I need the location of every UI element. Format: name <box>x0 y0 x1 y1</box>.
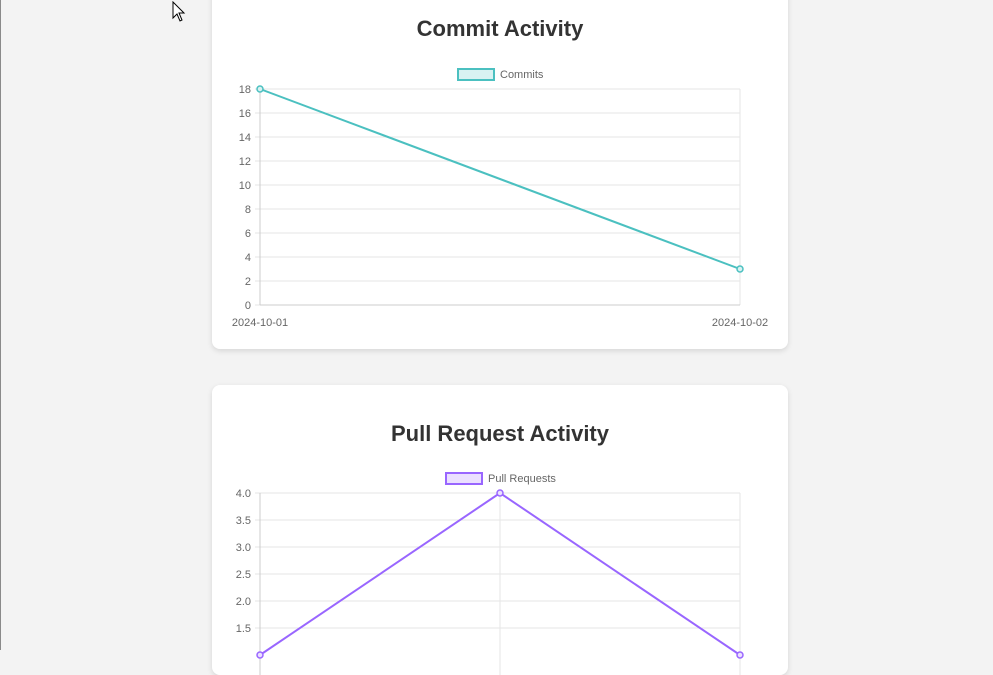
y-tick-label: 1.5 <box>236 623 251 635</box>
y-tick-label: 3.5 <box>236 515 251 527</box>
pull-request-activity-title: Pull Request Activity <box>390 421 609 446</box>
y-tick-label: 2.0 <box>236 596 251 608</box>
y-tick-label: 4 <box>245 252 251 264</box>
y-tick-label: 3.0 <box>236 542 251 554</box>
y-tick-label: 14 <box>239 132 251 144</box>
commit-activity-card: Commit Activity Commits 18 16 14 12 10 8 6 4 2 0 20… <box>212 0 788 349</box>
mouse-cursor-icon <box>172 1 186 22</box>
series-line <box>259 88 741 270</box>
data-point <box>496 489 504 497</box>
y-tick-label: 0 <box>245 300 251 312</box>
y-tick-label: 2.5 <box>236 569 251 581</box>
window-left-edge <box>0 0 1 650</box>
data-point <box>256 651 264 659</box>
y-tick-label: 10 <box>239 180 251 192</box>
legend-label: Commits <box>500 69 544 81</box>
pull-request-activity-card: Pull Request Activity Pull Requests 4.0 3.… <box>212 385 788 675</box>
legend-swatch <box>445 472 483 485</box>
x-tick-label: 2024-10-01 <box>232 317 288 329</box>
commit-activity-chart: Commits 18 16 14 12 10 8 6 4 2 0 2024-10-01 2024-10-… <box>232 68 768 329</box>
y-tick-label: 18 <box>239 84 251 96</box>
y-tick-label: 2 <box>245 276 251 288</box>
y-tick-label: 16 <box>239 108 251 120</box>
y-tick-label: 8 <box>245 204 251 216</box>
y-tick-label: 6 <box>245 228 251 240</box>
y-tick-label: 4.0 <box>236 488 251 500</box>
commit-activity-title: Commit Activity <box>416 16 584 41</box>
legend-swatch <box>457 68 495 81</box>
y-tick-label: 12 <box>239 156 251 168</box>
data-point <box>736 651 744 659</box>
data-point <box>736 265 744 273</box>
x-tick-label: 2024-10-02 <box>712 317 768 329</box>
legend-label: Pull Requests <box>488 473 556 485</box>
pull-request-activity-chart: Pull Requests 4.0 3.5 3.0 2.5 2.0 1.5 <box>236 472 744 675</box>
data-point <box>256 85 264 93</box>
